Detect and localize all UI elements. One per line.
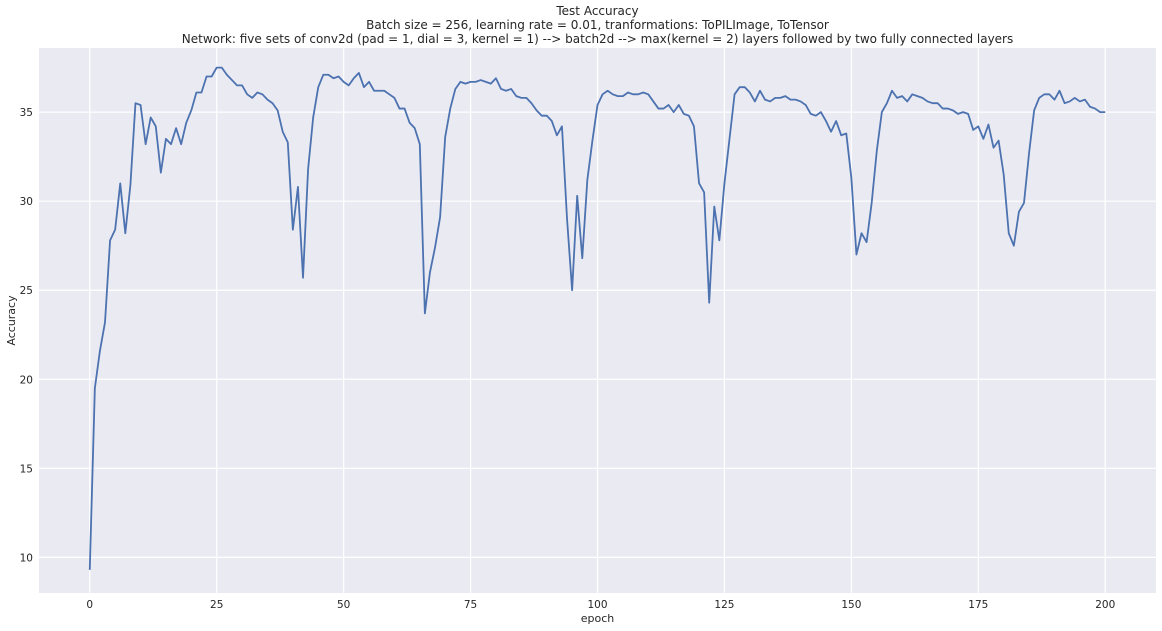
grid-lines [39, 48, 1156, 593]
y-tick-labels: 10 15 20 25 30 35 [20, 107, 33, 564]
x-tick-label: 50 [337, 599, 350, 611]
x-tick-labels: 0 25 50 75 100 125 150 175 200 [86, 599, 1115, 611]
y-tick-label: 20 [20, 374, 33, 386]
chart-subtitle-line-2: Network: five sets of conv2d (pad = 1, d… [181, 32, 1014, 46]
x-axis-label: epoch [581, 612, 615, 625]
y-tick-label: 35 [20, 107, 33, 119]
y-tick-label: 30 [20, 196, 33, 208]
y-tick-label: 15 [20, 463, 33, 475]
x-tick-label: 200 [1095, 599, 1115, 611]
x-tick-label: 75 [464, 599, 477, 611]
x-tick-label: 25 [210, 599, 223, 611]
x-tick-label: 150 [841, 599, 861, 611]
chart-title-block: Test Accuracy Batch size = 256, learning… [0, 4, 1162, 46]
y-tick-label: 25 [20, 285, 33, 297]
y-tick-label: 10 [20, 552, 33, 564]
x-tick-label: 125 [714, 599, 734, 611]
series-line-test-accuracy [88, 66, 1106, 570]
x-tick-label: 175 [968, 599, 988, 611]
chart-title: Test Accuracy [556, 4, 639, 18]
chart-subtitle-line-1: Batch size = 256, learning rate = 0.01, … [366, 18, 829, 32]
x-tick-label: 0 [86, 599, 93, 611]
y-axis-label: Accuracy [5, 295, 18, 346]
x-tick-label: 100 [587, 599, 607, 611]
